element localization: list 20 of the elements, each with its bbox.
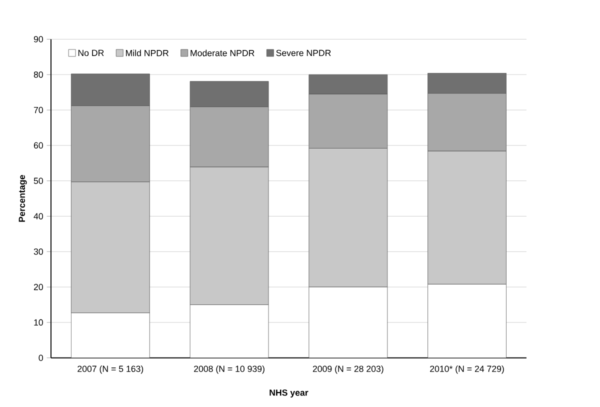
y-tick-label: 40 [34,213,43,220]
legend-label: Moderate NPDR [190,50,254,56]
x-tick-label: 2007 (N = 5 163) [78,366,144,374]
y-tick-label: 20 [34,284,43,290]
y-tick-label: 70 [34,106,43,114]
y-axis-title: Percentage [18,175,27,222]
y-tick-label: 60 [34,142,43,149]
legend-label: Mild NPDR [126,50,168,56]
legend-label: No DR [78,50,104,56]
x-tick-label: 2009 (N = 28 203) [312,366,384,374]
x-axis-title: NHS year [270,390,308,398]
y-tick-label: 0 [38,354,43,362]
legend-label: Severe NPDR [276,50,331,56]
y-tick-label: 90 [34,36,43,42]
y-tick-label: 30 [34,248,43,255]
y-tick-label: 10 [34,319,43,326]
x-tick-label: 2010* (N = 24 729) [430,366,504,374]
x-tick-label: 2008 (N = 10 939) [194,366,264,374]
y-tick-label: 50 [34,178,43,184]
y-tick-label: 80 [34,72,43,78]
